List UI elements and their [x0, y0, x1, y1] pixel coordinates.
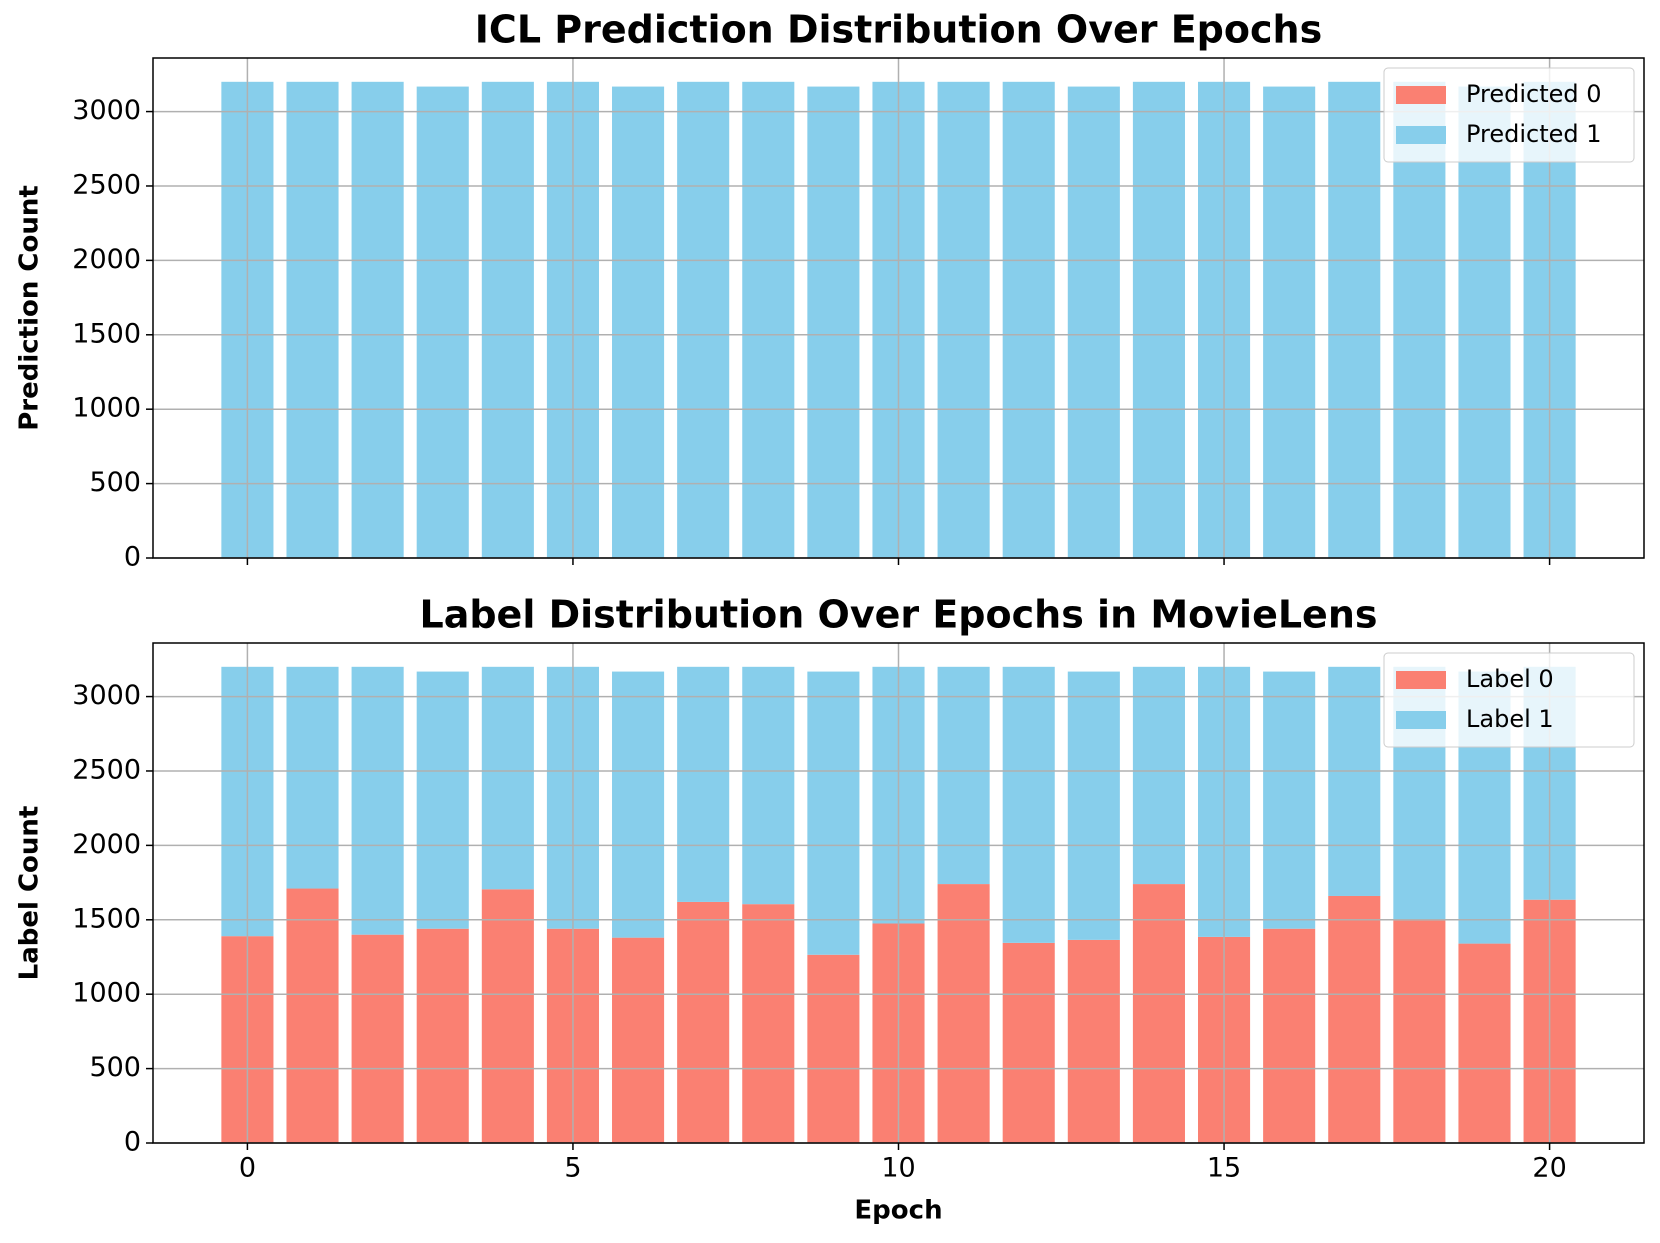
- bar: [416, 86, 469, 559]
- bar: [742, 904, 795, 1143]
- y-tick-label: 0: [124, 1127, 141, 1158]
- legend-box: [1383, 652, 1635, 748]
- bar: [612, 671, 665, 938]
- plot-frame: [152, 57, 1645, 559]
- chart-title: Label Distribution Over Epochs in MovieL…: [420, 593, 1378, 637]
- bar: [1263, 86, 1316, 559]
- y-tick-label: 1000: [72, 393, 141, 424]
- bar: [351, 666, 404, 935]
- bar: [1002, 942, 1055, 1143]
- bar: [937, 884, 990, 1143]
- bar: [1067, 939, 1120, 1143]
- bar: [1263, 928, 1316, 1143]
- bar: [677, 81, 730, 559]
- bar: [1328, 895, 1381, 1143]
- bar: [807, 954, 860, 1143]
- y-axis-label: Label Count: [15, 806, 45, 981]
- bar: [1132, 666, 1185, 885]
- bar: [481, 889, 534, 1143]
- bar: [677, 666, 730, 902]
- y-tick-label: 1500: [72, 903, 141, 934]
- bar: [1263, 671, 1316, 929]
- legend-label: Predicted 0: [1466, 80, 1602, 108]
- x-tick-label: 5: [564, 1153, 581, 1184]
- bar: [937, 81, 990, 559]
- y-tick-label: 2000: [72, 244, 141, 275]
- legend-box: [1383, 67, 1635, 163]
- bar: [1002, 666, 1055, 943]
- bar: [807, 86, 860, 559]
- legend-label: Label 0: [1466, 665, 1554, 693]
- y-axis-label: Prediction Count: [15, 185, 45, 431]
- y-tick-label: 2000: [72, 829, 141, 860]
- bar: [351, 81, 404, 559]
- bar: [416, 928, 469, 1143]
- bar: [481, 666, 534, 890]
- legend-swatch: [1396, 711, 1446, 729]
- y-tick-label: 500: [89, 1052, 141, 1083]
- legend-swatch: [1396, 126, 1446, 144]
- x-tick-label: 20: [1532, 1153, 1566, 1184]
- y-tick-label: 2500: [72, 754, 141, 785]
- bar: [286, 666, 339, 889]
- x-axis-label: Epoch: [854, 1196, 942, 1226]
- y-tick-label: 1000: [72, 978, 141, 1009]
- bar: [286, 81, 339, 559]
- legend-label: Label 1: [1466, 705, 1554, 733]
- x-tick-label: 10: [881, 1153, 915, 1184]
- bar: [1393, 920, 1446, 1143]
- bar: [1458, 86, 1511, 559]
- bar: [807, 671, 860, 955]
- bar: [677, 901, 730, 1143]
- bar: [1328, 666, 1381, 896]
- bar: [1132, 884, 1185, 1143]
- bar: [1067, 86, 1120, 559]
- bar: [742, 81, 795, 559]
- bar: [351, 934, 404, 1143]
- bar: [937, 666, 990, 885]
- y-tick-label: 500: [89, 467, 141, 498]
- legend-label: Predicted 1: [1466, 120, 1602, 148]
- y-tick-label: 3000: [72, 680, 141, 711]
- bar: [1132, 81, 1185, 559]
- bar: [1328, 81, 1381, 559]
- bar: [416, 671, 469, 929]
- plot-frame: [152, 642, 1645, 1144]
- y-tick-label: 2500: [72, 169, 141, 200]
- bar: [612, 86, 665, 559]
- bar: [612, 937, 665, 1143]
- legend-swatch: [1396, 671, 1446, 689]
- legend-swatch: [1396, 86, 1446, 104]
- y-tick-label: 1500: [72, 318, 141, 349]
- bar: [1458, 943, 1511, 1143]
- bar: [742, 666, 795, 905]
- x-tick-label: 15: [1207, 1153, 1241, 1184]
- bar: [481, 81, 534, 559]
- y-tick-label: 0: [124, 542, 141, 573]
- y-tick-label: 3000: [72, 95, 141, 126]
- bar: [286, 888, 339, 1143]
- bar: [1067, 671, 1120, 940]
- bar: [1002, 81, 1055, 559]
- x-tick-label: 0: [239, 1153, 256, 1184]
- chart-title: ICL Prediction Distribution Over Epochs: [475, 8, 1322, 52]
